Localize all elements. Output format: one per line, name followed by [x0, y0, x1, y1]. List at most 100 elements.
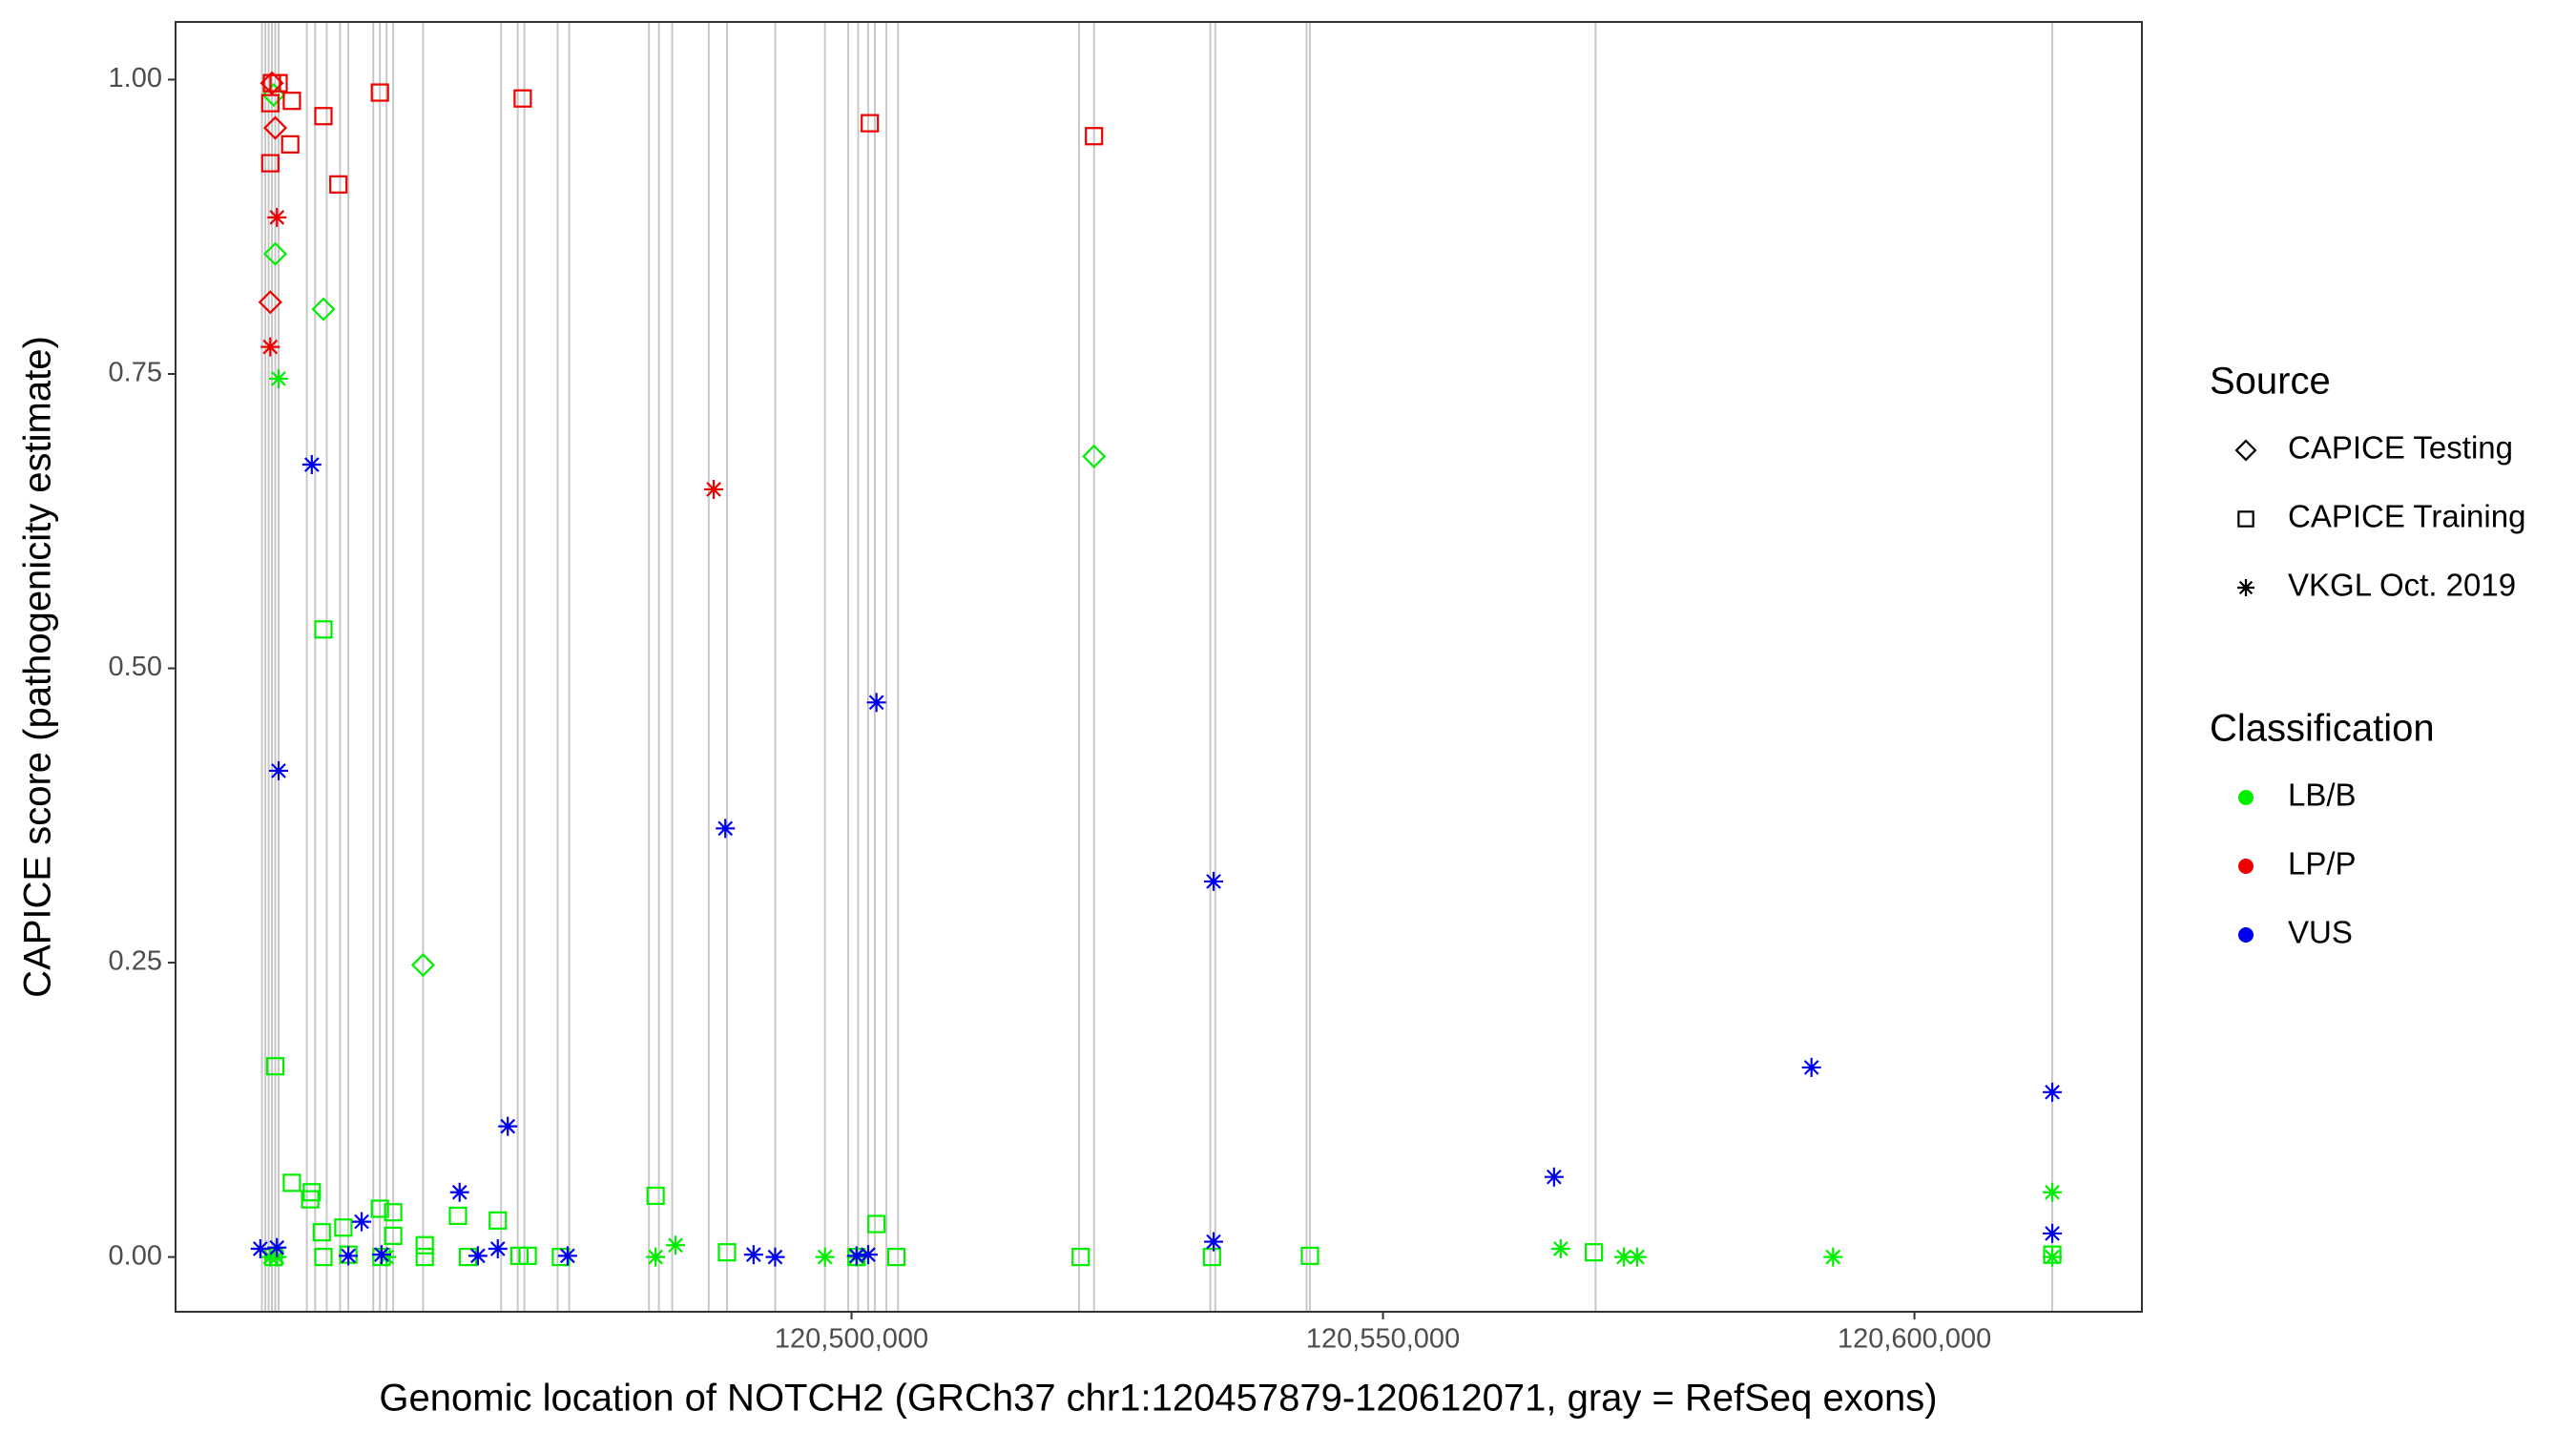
- asterisk-point: [467, 1246, 488, 1266]
- square-point: [334, 1218, 353, 1237]
- asterisk-point: [2043, 1247, 2063, 1267]
- legend-symbol: [2234, 439, 2257, 462]
- y-tick-label: 0.50: [109, 652, 162, 682]
- square-point: [867, 1214, 886, 1234]
- square-point: [513, 89, 532, 108]
- plot-border: [175, 21, 2143, 1313]
- asterisk-point: [2043, 1182, 2063, 1202]
- y-tick-label: 1.00: [109, 63, 162, 93]
- asterisk-point: [267, 207, 287, 227]
- asterisk-point: [716, 819, 736, 839]
- x-axis-title: Genomic location of NOTCH2 (GRCh37 chr1:…: [379, 1378, 1937, 1420]
- legend-symbol: [2237, 510, 2254, 528]
- asterisk-point: [846, 1246, 866, 1266]
- square-point: [415, 1248, 434, 1267]
- legend-title: Classification: [2210, 708, 2435, 750]
- asterisk-point: [866, 693, 886, 713]
- square-point: [269, 73, 288, 93]
- square-point: [1585, 1243, 1604, 1262]
- asterisk-point: [1204, 1232, 1224, 1252]
- asterisk-point: [449, 1182, 469, 1202]
- square-point: [260, 93, 280, 113]
- diamond-point: [311, 297, 336, 321]
- square-point: [1300, 1246, 1319, 1265]
- asterisk-point: [2043, 1082, 2063, 1102]
- y-tick-label: 0.00: [109, 1240, 162, 1271]
- legend-label: VUS: [2288, 915, 2353, 950]
- legend-label: LP/P: [2288, 846, 2357, 881]
- asterisk-point: [1823, 1247, 1843, 1267]
- asterisk-point: [371, 1245, 391, 1265]
- x-tick-label: 120,550,000: [1306, 1324, 1460, 1355]
- asterisk-point: [1544, 1167, 1564, 1187]
- diamond-point: [410, 952, 435, 978]
- asterisk-point: [858, 1245, 878, 1265]
- asterisk-point: [1801, 1057, 1821, 1077]
- diamond-point: [262, 241, 288, 266]
- x-tick-label: 120,500,000: [775, 1324, 928, 1355]
- asterisk-point: [268, 368, 288, 388]
- x-tick-label: 120,600,000: [1838, 1324, 1991, 1355]
- asterisk-point: [488, 1238, 508, 1258]
- square-point: [370, 1199, 389, 1218]
- square-point: [282, 92, 301, 111]
- legend-title: Source: [2210, 361, 2331, 403]
- asterisk-point: [498, 1116, 518, 1136]
- diamond-point: [1082, 444, 1107, 468]
- asterisk-point: [268, 760, 288, 780]
- square-point: [280, 135, 300, 154]
- square-point: [370, 83, 389, 102]
- asterisk-point: [250, 1238, 270, 1258]
- asterisk-point: [557, 1246, 577, 1266]
- asterisk-point: [260, 337, 280, 357]
- square-point: [886, 1248, 906, 1267]
- asterisk-point: [1627, 1247, 1647, 1267]
- square-point: [265, 1057, 285, 1076]
- square-point: [488, 1211, 508, 1230]
- square-point: [1085, 127, 1104, 146]
- diamond-point: [260, 71, 284, 95]
- asterisk-point: [1550, 1238, 1570, 1258]
- asterisk-point: [704, 479, 724, 499]
- square-point: [312, 1223, 331, 1242]
- square-point: [314, 1248, 333, 1267]
- legend-label: CAPICE Training: [2288, 499, 2525, 534]
- asterisk-point: [377, 1247, 397, 1267]
- asterisk-point: [743, 1245, 763, 1265]
- square-point: [384, 1226, 403, 1245]
- square-point: [1071, 1248, 1091, 1267]
- diamond-point: [258, 290, 282, 315]
- legend-swatch: [2238, 859, 2254, 874]
- square-point: [448, 1206, 467, 1226]
- legend-label: VKGL Oct. 2019: [2288, 568, 2516, 603]
- asterisk-point: [301, 455, 322, 475]
- y-tick-label: 0.75: [109, 358, 162, 388]
- square-point: [384, 1203, 403, 1222]
- legend-swatch: [2238, 927, 2254, 943]
- square-point: [518, 1246, 537, 1265]
- square-point: [646, 1186, 665, 1206]
- diamond-point: [262, 115, 288, 140]
- square-point: [314, 620, 333, 639]
- asterisk-point: [2043, 1223, 2063, 1243]
- square-point: [260, 154, 280, 173]
- square-point: [1202, 1248, 1221, 1267]
- square-point: [861, 114, 880, 133]
- asterisk-point: [765, 1247, 785, 1267]
- asterisk-point: [646, 1247, 666, 1267]
- square-point: [717, 1243, 737, 1262]
- y-axis-title: CAPICE score (pathogenicity estimate): [17, 336, 59, 998]
- square-point: [415, 1235, 434, 1255]
- legend-swatch: [2238, 790, 2254, 805]
- asterisk-point: [352, 1212, 372, 1232]
- asterisk-point: [815, 1247, 835, 1267]
- square-point: [282, 1173, 301, 1192]
- legend-label: CAPICE Testing: [2288, 430, 2513, 466]
- asterisk-point: [666, 1235, 686, 1255]
- square-point: [314, 107, 333, 126]
- y-tick-label: 0.25: [109, 946, 162, 977]
- square-point: [301, 1190, 320, 1209]
